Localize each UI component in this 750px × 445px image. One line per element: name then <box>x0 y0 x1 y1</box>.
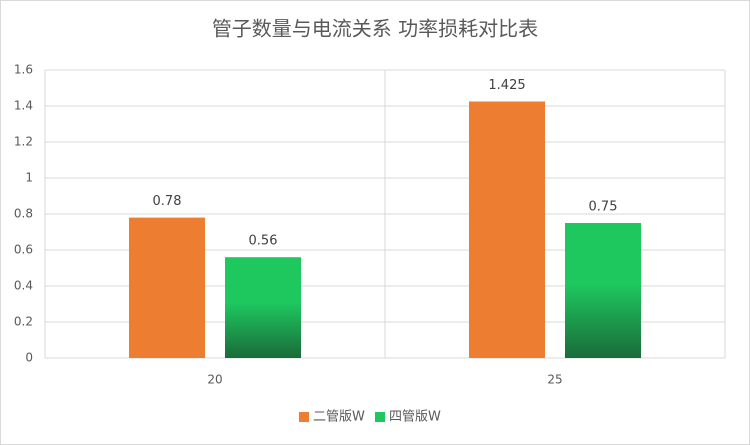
x-tick-label: 20 <box>207 373 222 387</box>
y-tick-label: 0.2 <box>14 315 33 329</box>
bar <box>225 257 301 358</box>
legend-label: 四管版W <box>389 410 441 425</box>
y-tick-label: 0.6 <box>14 243 33 257</box>
legend-swatch <box>299 412 309 422</box>
data-label: 1.425 <box>488 78 525 93</box>
y-tick-label: 1 <box>25 171 33 185</box>
data-label: 0.78 <box>153 194 182 209</box>
y-tick-label: 0 <box>25 351 33 365</box>
bar <box>129 217 205 358</box>
bar <box>469 101 545 358</box>
legend-swatch <box>375 412 385 422</box>
data-label: 0.75 <box>589 200 618 215</box>
y-tick-label: 0.8 <box>14 207 33 221</box>
y-tick-label: 1.2 <box>14 135 33 149</box>
y-tick-label: 1.4 <box>14 99 33 113</box>
data-label: 0.56 <box>249 234 278 249</box>
chart-title: 管子数量与电流关系 功率损耗对比表 <box>212 17 538 41</box>
y-tick-label: 1.6 <box>14 63 33 77</box>
legend-label: 二管版W <box>313 410 365 425</box>
y-tick-label: 0.4 <box>14 279 33 293</box>
bar <box>565 223 641 358</box>
x-tick-label: 25 <box>547 373 562 387</box>
